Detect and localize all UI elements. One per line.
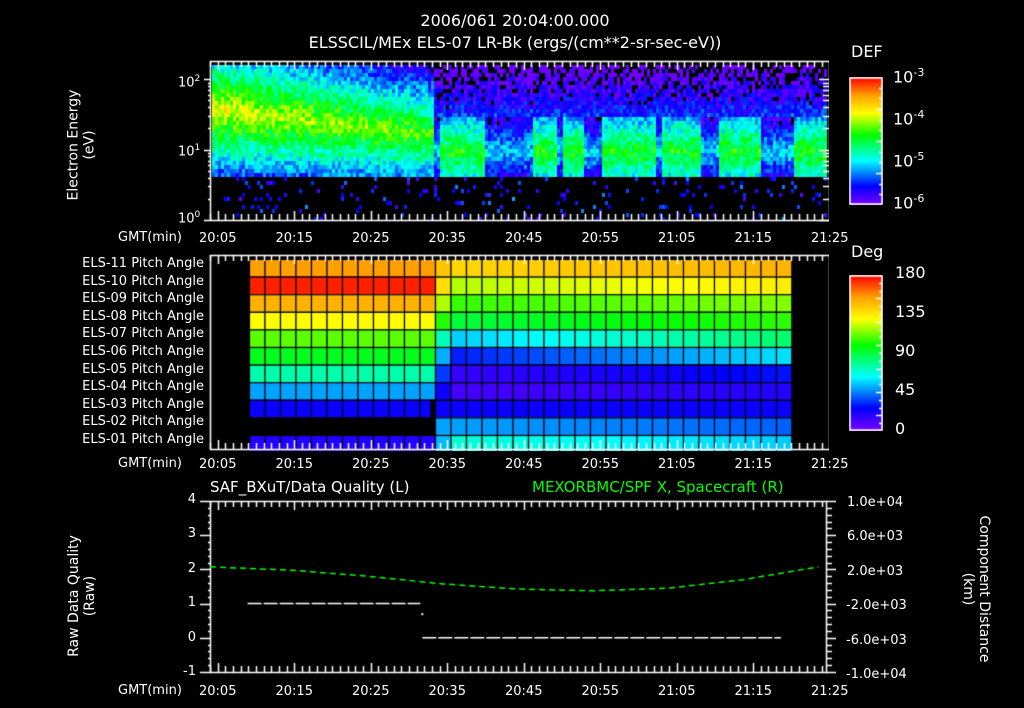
pitch-row-label: ELS-06 Pitch Angle (82, 344, 204, 359)
xtick-label: 20:05 (199, 231, 237, 246)
xtick-label: 21:05 (658, 231, 696, 246)
xtick-label: 21:25 (811, 231, 849, 246)
deg-label-0: 0 (895, 419, 906, 438)
energy-ylabel: Electron Energy (eV) (66, 63, 100, 228)
quality-ytick: 3 (187, 526, 196, 542)
deg-colorbar (849, 275, 883, 431)
deg-label-90: 90 (895, 341, 916, 360)
pitch-xaxis-label: GMT(min) (118, 456, 182, 471)
pitch-row-label: ELS-11 Pitch Angle (82, 256, 204, 271)
deg-colorbar-title: Deg (851, 242, 884, 261)
def-label-1e-5: 10-5 (893, 150, 925, 171)
xtick-label: 21:25 (811, 684, 849, 699)
xtick-label: 20:25 (352, 457, 390, 472)
xtick-label: 20:25 (352, 231, 390, 246)
def-colorbar (849, 77, 883, 205)
xtick-label: 20:55 (581, 457, 619, 472)
xtick-label: 20:55 (581, 684, 619, 699)
xtick-label: 20:15 (275, 457, 313, 472)
spacecraft-ytick: -2.0e+03 (846, 598, 907, 614)
quality-ylabel: Raw Data Quality (Raw) (66, 511, 100, 681)
xtick-label: 20:35 (428, 684, 466, 699)
pitch-row-label: ELS-03 Pitch Angle (82, 396, 204, 412)
energy-ylabel-line2: (eV) (81, 130, 98, 160)
energy-ytick-100: 102 (178, 74, 201, 91)
pitch-row-label: ELS-08 Pitch Angle (82, 308, 204, 324)
plot-subtitle: ELSSCIL/MEx ELS-07 LR-Bk (ergs/(cm**2-sr… (308, 33, 722, 52)
xtick-label: 21:15 (734, 457, 772, 472)
spacecraft-ytick: -6.0e+03 (846, 632, 907, 648)
quality-line-plot (196, 496, 836, 681)
quality-ytick: -1 (183, 664, 196, 679)
energy-ytick-1: 100 (178, 210, 201, 227)
spacecraft-ytick: 1.0e+04 (847, 495, 904, 510)
pitch-angle-grid (204, 254, 829, 451)
quality-ytick: 1 (187, 595, 196, 611)
spacecraft-ytick: 2.0e+03 (847, 563, 904, 579)
xtick-label: 20:05 (199, 684, 237, 699)
spacecraft-ylabel: Component Distance (km) (958, 494, 992, 684)
quality-ylabel-line2: (Raw) (82, 575, 98, 617)
quality-ylabel-line1: Raw Data Quality (66, 535, 82, 657)
xtick-label: 21:15 (734, 231, 772, 246)
spacecraft-ylabel-line2: (km) (960, 572, 976, 606)
xtick-label: 21:15 (734, 684, 772, 699)
quality-ytick: 0 (187, 629, 196, 645)
quality-xaxis-label: GMT(min) (118, 683, 182, 698)
xtick-label: 20:45 (505, 684, 543, 699)
energy-ytick-10: 101 (178, 143, 201, 160)
pitch-row-label: ELS-05 Pitch Angle (82, 361, 204, 377)
xtick-label: 21:25 (811, 457, 849, 472)
energy-xaxis-label: GMT(min) (118, 230, 182, 245)
spacecraft-ylabel-line1: Component Distance (976, 515, 992, 663)
xtick-label: 20:55 (581, 231, 619, 246)
def-label-1e-6: 10-6 (893, 192, 925, 213)
def-label-1e-4: 10-4 (893, 108, 925, 129)
xtick-label: 20:15 (275, 231, 313, 246)
quality-ytick: 4 (187, 492, 196, 507)
pitch-row-label: ELS-04 Pitch Angle (82, 379, 204, 395)
def-label-1e-3: 10-3 (893, 66, 925, 87)
energy-ylabel-line1: Electron Energy (65, 89, 82, 201)
pitch-row-label: ELS-10 Pitch Angle (82, 273, 204, 289)
deg-label-45: 45 (895, 380, 916, 399)
xtick-label: 20:45 (505, 231, 543, 246)
xtick-label: 20:45 (505, 457, 543, 472)
deg-label-135: 135 (895, 302, 926, 321)
pitch-row-label: ELS-09 Pitch Angle (82, 291, 204, 307)
energy-spectrogram (204, 60, 829, 222)
plot-timestamp: 2006/061 20:04:00.000 (420, 11, 610, 30)
quality-title-left: SAF_BXuT/Data Quality (L) (210, 478, 410, 496)
xtick-label: 21:05 (658, 457, 696, 472)
xtick-label: 20:15 (275, 684, 313, 699)
def-colorbar-title: DEF (851, 42, 883, 61)
quality-ytick: 2 (187, 560, 196, 576)
xtick-label: 20:35 (428, 457, 466, 472)
quality-title-right: MEXORBMC/SPF X, Spacecraft (R) (532, 478, 784, 496)
xtick-label: 20:35 (428, 231, 466, 246)
pitch-row-label: ELS-02 Pitch Angle (82, 414, 204, 430)
xtick-label: 20:25 (352, 684, 390, 699)
spacecraft-ytick: -1.0e+04 (846, 667, 907, 682)
deg-label-180: 180 (895, 263, 926, 282)
xtick-label: 21:05 (658, 684, 696, 699)
spacecraft-ytick: 6.0e+03 (847, 529, 904, 545)
pitch-row-label: ELS-01 Pitch Angle (82, 432, 204, 447)
pitch-row-label: ELS-07 Pitch Angle (82, 326, 204, 342)
xtick-label: 20:05 (199, 457, 237, 472)
